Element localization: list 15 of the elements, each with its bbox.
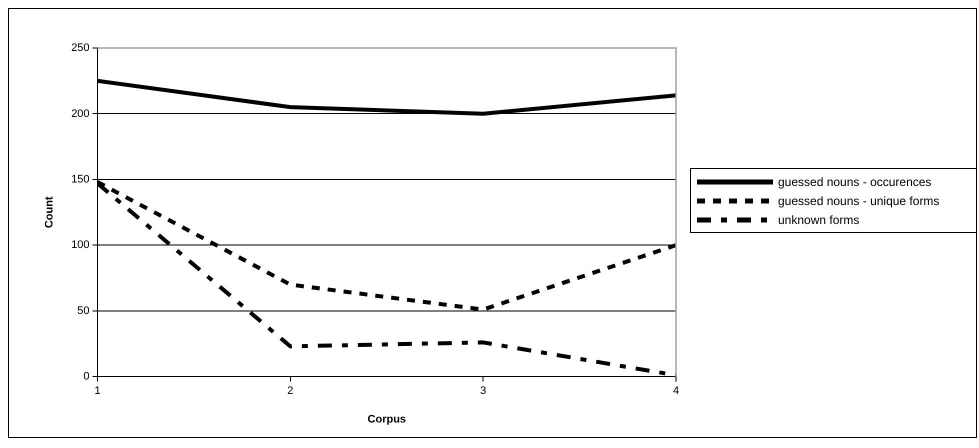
x-tick-label: 4: [672, 385, 680, 398]
x-tick-label: 2: [287, 385, 294, 398]
y-tick-label: 0: [83, 370, 90, 383]
y-tick-label: 50: [77, 304, 90, 317]
text: guessed nouns - unique forms: [778, 194, 940, 208]
x-tick-label: 3: [480, 385, 486, 398]
x-tick-label: 1: [94, 385, 101, 398]
y-tick-label: 100: [71, 239, 90, 252]
y-tick-label: 200: [71, 108, 90, 120]
text: unknown forms: [778, 212, 860, 226]
y-tick-label: 250: [71, 42, 90, 54]
x-axis-title: Corpus: [368, 413, 406, 426]
y-tick-label: 150: [71, 173, 90, 186]
y-axis-title: Count: [44, 196, 56, 228]
text: guessed nouns - occurences: [778, 174, 932, 188]
